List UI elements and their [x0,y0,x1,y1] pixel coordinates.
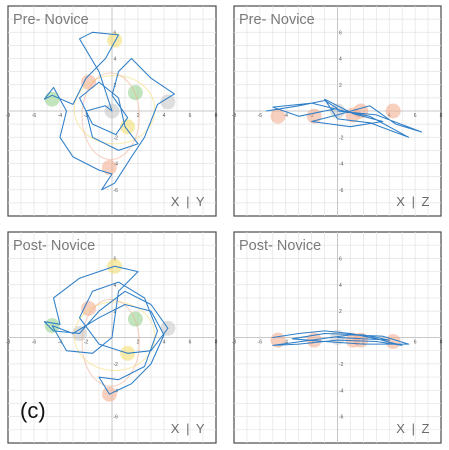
orbit-halo [81,298,140,387]
y-tick-label: 4 [339,57,342,63]
target-marker [107,32,123,48]
x-tick-label: 6 [414,113,417,119]
trajectory-line [43,265,169,395]
panel-title: Post- Novice [13,238,95,254]
x-tick-label: -6 [32,340,37,346]
trajectory-line [272,330,410,346]
plane-label: X | Y [171,421,206,436]
target-marker [353,103,369,119]
x-tick-label: -2 [84,340,89,346]
x-tick-label: -4 [284,340,289,346]
x-tick-label: -4 [58,340,63,346]
x-tick-label: -8 [6,340,11,346]
x-tick-label: 4 [163,113,166,119]
y-tick-label: 6 [339,30,342,36]
target-marker [81,74,97,90]
target-marker [101,159,117,175]
x-tick-label: -4 [284,113,289,119]
target-marker [127,85,143,101]
orbit-halo [73,301,156,372]
x-tick-label: 8 [440,340,443,346]
y-tick-label: 2 [339,83,342,89]
trajectory-line [265,98,423,138]
y-tick-label: -2 [114,362,119,368]
y-tick-label: 2 [114,309,117,315]
x-tick-label: 6 [414,340,417,346]
x-tick-label: 8 [440,113,443,119]
y-tick-label: -6 [339,188,344,194]
target-marker [160,94,176,110]
x-tick-label: 6 [189,340,192,346]
x-tick-label: -8 [232,113,237,119]
panel-title: Post- Novice [239,238,321,254]
x-tick-label: -6 [32,113,37,119]
plane-label: X | Z [396,194,431,209]
target-marker [81,300,97,316]
y-tick-label: -4 [339,162,344,168]
x-tick-label: -8 [6,113,11,119]
target-marker [127,311,143,327]
x-tick-label: 2 [137,113,140,119]
y-tick-label: -2 [339,362,344,368]
y-tick-label: 4 [114,57,117,63]
x-tick-label: -2 [84,113,89,119]
trajectory-line [43,31,175,191]
target-marker [270,108,286,124]
target-marker [44,91,60,107]
x-tick-label: 8 [215,113,218,119]
x-tick-label: 6 [189,113,192,119]
x-tick-label: 8 [215,340,218,346]
x-tick-label: -8 [232,340,237,346]
target-marker [385,103,401,119]
panel-title: Pre- Novice [239,12,315,28]
orbit-halo [81,72,140,161]
target-marker [120,119,136,135]
y-tick-label: 2 [339,309,342,315]
y-tick-label: 6 [339,256,342,262]
x-tick-label: 2 [137,340,140,346]
y-tick-label: -4 [339,388,344,394]
x-tick-label: 4 [163,340,166,346]
x-tick-label: -6 [258,113,263,119]
plane-label: X | Z [396,421,431,436]
y-tick-label: -6 [114,188,119,194]
x-tick-label: -4 [58,113,63,119]
y-tick-label: -6 [339,415,344,421]
y-tick-label: 4 [114,283,117,289]
x-tick-label: -6 [258,340,263,346]
y-tick-label: -2 [339,135,344,141]
y-tick-label: -2 [114,135,119,141]
panels: -8 -6 -4 -2 2 4 6 8 -6 -4 -2 2 4 6 Pre- Novice X | Y -8 -… [6,5,443,444]
panel-label: (c) [20,398,46,423]
y-tick-label: 4 [339,283,342,289]
plane-label: X | Y [171,194,206,209]
panel-title: Pre- Novice [13,12,89,28]
y-tick-label: -6 [114,415,119,421]
